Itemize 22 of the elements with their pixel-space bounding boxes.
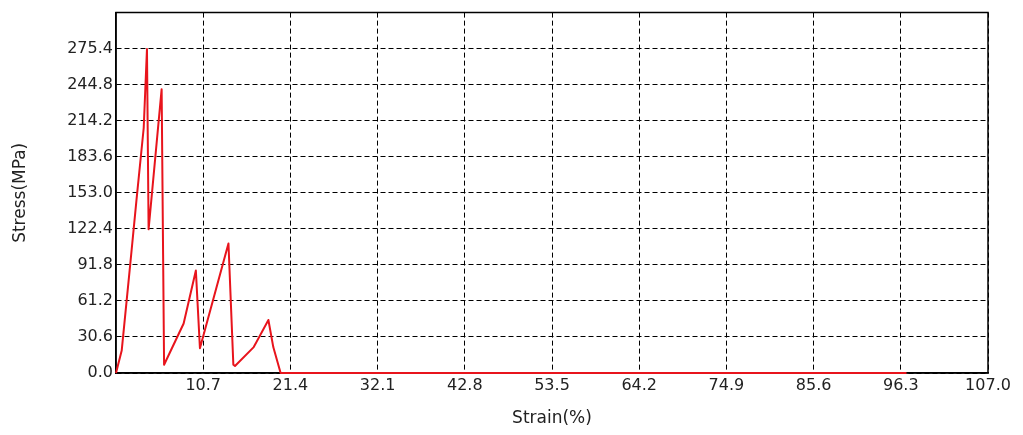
y-axis-title: Stress(MPa) [8,142,29,243]
x-tick-label: 85.6 [795,374,832,394]
x-tick-label: 10.7 [185,374,222,394]
x-tick-label: 42.8 [446,374,483,394]
y-tick-label: 61.2 [77,290,113,310]
y-tick-label: 244.8 [67,73,113,93]
y-tick-label: 122.4 [67,218,113,237]
x-tick-label: 53.5 [534,374,570,394]
x-tick-label: 74.9 [708,374,745,394]
y-tick-label: 183.6 [67,145,113,165]
y-tick-label: 275.4 [67,37,113,57]
x-tick-label: 64.2 [621,374,658,394]
x-tick-label: 32.1 [359,374,396,394]
y-tick-label: 214.2 [67,109,113,129]
y-tick-label: 153.0 [67,181,113,201]
y-tick-label: 91.8 [77,254,113,274]
x-tick-label: 21.4 [272,374,309,394]
y-tick-label: 0.0 [87,362,113,382]
y-tick-label: 30.6 [77,326,113,346]
x-tick-label: 107.0 [965,374,1011,394]
x-axis-title: Strain(%) [512,407,592,428]
x-tick-label: 96.3 [882,374,919,394]
